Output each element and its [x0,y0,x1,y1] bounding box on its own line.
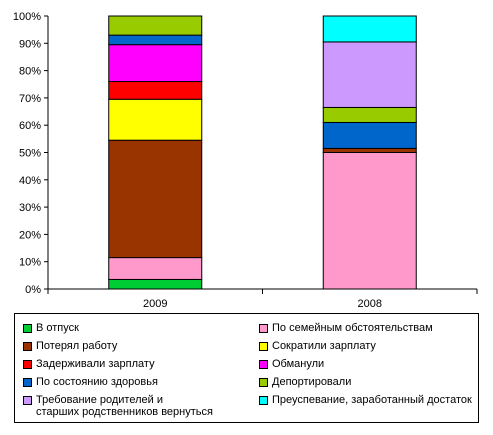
y-tick-label: 70% [19,93,41,105]
legend-label: Задерживали зарплату [36,358,155,370]
legend-swatch [23,360,32,369]
x-tick-label-2008: 2008 [358,298,382,310]
y-tick-label: 0% [25,284,41,296]
y-tick-label: 60% [19,120,41,132]
legend-item: Задерживали зарплату [23,358,155,370]
legend-label: Преуспевание, заработанный достаток [272,394,472,406]
legend-swatch [23,324,32,333]
bar-segment-2009-7 [108,15,203,36]
y-tick-label: 10% [19,257,41,269]
tick-labels: 0% 10% 20% 30% 40% 50% 60% 70% 80% 90% 100% 2009 200… [13,11,382,310]
legend-label: По состоянию здоровья [36,376,158,388]
legend-swatch [259,342,268,351]
legend-item: По семейным обстоятельствам [259,322,433,334]
legend-label: Требование родителей и старших родственн… [36,394,213,418]
bar-segment-2008-9 [322,15,417,43]
legend-item: Потерял работу [23,340,117,352]
legend-item: Требование родителей и старших родственн… [23,394,213,418]
y-tick-label: 40% [19,175,41,187]
legend-label: Обманули [272,358,325,370]
stacked-bar-chart: 0% 10% 20% 30% 40% 50% 60% 70% 80% 90% 100% 2009 200… [13,11,478,310]
legend-item: Преуспевание, заработанный достаток [259,394,472,406]
bar-segment-2009-5 [108,44,203,83]
legend-swatch [259,396,268,405]
bar-segment-2009-2 [108,139,203,259]
y-tick-label: 80% [19,66,41,78]
bars [108,15,417,290]
legend-label: В отпуск [36,322,79,334]
legend-swatch [23,396,32,405]
legend-swatch [23,378,32,387]
y-tick-label: 50% [19,148,41,160]
bar-segment-2008-7 [322,106,417,123]
legend-item: По состоянию здоровья [23,376,158,388]
legend-swatch [259,378,268,387]
bar-segment-2008-8 [322,41,417,108]
bar-segment-2008-2 [322,147,417,153]
legend-label: Депортировали [272,376,352,388]
legend: В отпуск По семейным обстоятельствам Потер… [14,313,479,423]
legend-label: Сократили зарплату [272,340,376,352]
legend-swatch [259,324,268,333]
bar-segment-2009-3 [108,98,203,141]
y-tick-label: 20% [19,229,41,241]
legend-label: Потерял работу [36,340,118,352]
bar-segment-2009-1 [108,257,203,280]
legend-item: В отпуск [23,322,79,334]
bar-segment-2008-6 [322,121,417,149]
bar-segment-2008-1 [322,152,417,290]
bar-segment-2009-6 [108,34,203,46]
legend-item: Депортировали [259,376,351,388]
bar-segment-2009-4 [108,81,203,100]
y-tick-label: 90% [19,38,41,50]
legend-item: Обманули [259,358,324,370]
y-tick-label: 30% [19,202,41,214]
y-tick-label: 100% [13,11,41,23]
legend-swatch [259,360,268,369]
x-tick-label-2009: 2009 [143,298,167,310]
legend-swatch [23,342,32,351]
legend-item: Сократили зарплату [259,340,376,352]
bar-segment-2009-0 [108,278,203,290]
legend-label: По семейным обстоятельствам [272,322,433,334]
